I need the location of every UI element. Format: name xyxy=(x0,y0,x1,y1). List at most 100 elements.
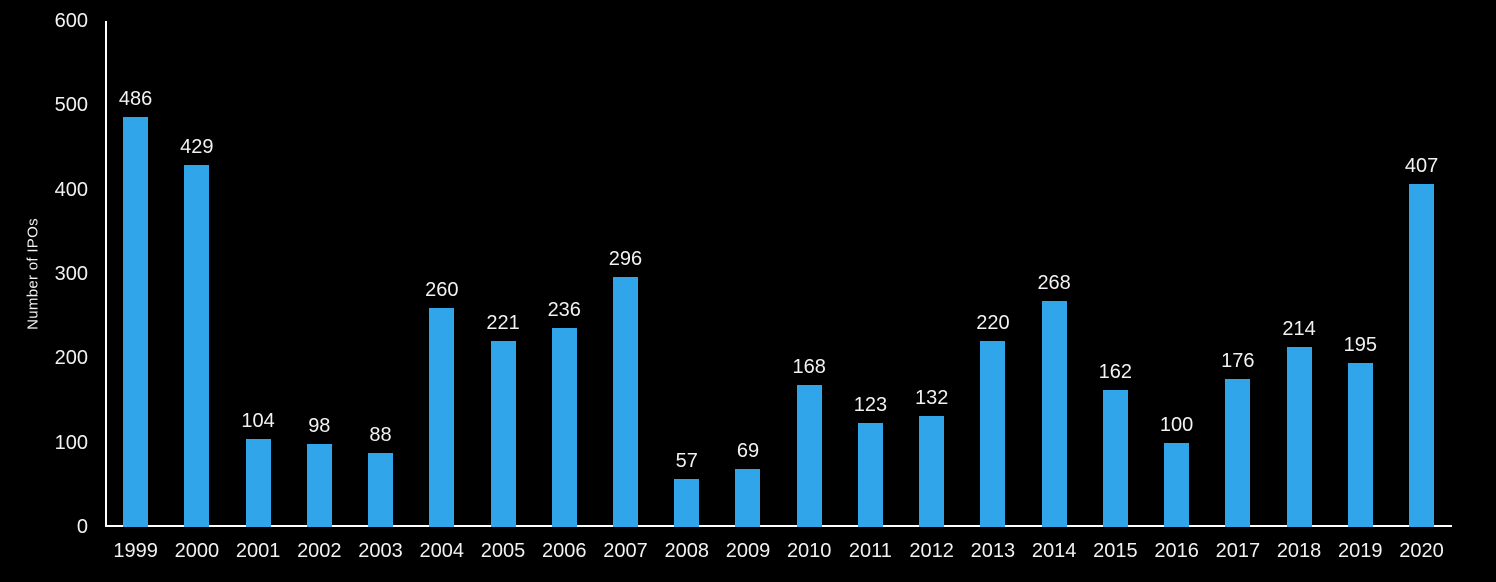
bar-slot: 429 xyxy=(166,21,227,527)
y-tick-label: 600 xyxy=(54,10,88,32)
x-tick-label: 2011 xyxy=(848,540,892,562)
x-tick-label: 2019 xyxy=(1338,540,1383,562)
bar-2004 xyxy=(429,307,455,527)
bar-2003 xyxy=(368,452,394,527)
bar-value-label: 195 xyxy=(1343,333,1377,356)
x-tick-label: 2016 xyxy=(1154,540,1199,562)
bar-value-label: 98 xyxy=(308,415,331,438)
bar-value-label: 168 xyxy=(792,356,826,379)
y-tick-label: 500 xyxy=(54,94,88,117)
bar-2011 xyxy=(857,423,883,527)
bar-slot: 407 xyxy=(1391,21,1452,527)
bar-2005 xyxy=(490,340,516,527)
bar-slot: 221 xyxy=(472,21,533,527)
bar-slot: 98 xyxy=(289,21,350,527)
bar-slot: 486 xyxy=(105,21,166,527)
bar-2016 xyxy=(1164,442,1190,527)
y-tick-label: 200 xyxy=(54,347,88,370)
bar-value-label: 69 xyxy=(736,439,760,462)
bar-slot: 100 xyxy=(1146,21,1207,527)
bar-2019 xyxy=(1347,362,1373,527)
x-axis-labels: 1999 2000 2001 2002 2003 2004 2005 2006 2007 2008… xyxy=(105,537,1452,565)
bar-2018 xyxy=(1286,346,1312,527)
bar-value-label: 268 xyxy=(1037,272,1071,294)
bar-2020 xyxy=(1409,183,1435,527)
bar-value-label: 57 xyxy=(675,449,698,472)
bar-2001 xyxy=(245,439,271,527)
bar-slot: 168 xyxy=(779,21,840,527)
bar-2015 xyxy=(1102,390,1128,527)
x-tick-label: 2020 xyxy=(1399,540,1444,562)
bar-2017 xyxy=(1225,378,1251,527)
bar-slot: 236 xyxy=(534,21,595,527)
bar-value-label: 176 xyxy=(1221,349,1255,372)
bar-2007 xyxy=(612,277,638,527)
x-tick-label: 2007 xyxy=(603,540,648,562)
y-tick-label: 0 xyxy=(76,516,88,538)
x-tick-label: 2004 xyxy=(419,540,465,562)
bar-slot: 176 xyxy=(1207,21,1268,527)
x-axis-line xyxy=(105,525,1452,527)
bar-2002 xyxy=(306,444,332,527)
x-tick-label: 2015 xyxy=(1093,540,1138,562)
x-tick-label: 2012 xyxy=(909,540,954,562)
x-tick-label: 2009 xyxy=(725,540,771,562)
bar-value-label: 214 xyxy=(1282,317,1316,340)
y-tick-label: 400 xyxy=(54,178,88,201)
bar-value-label: 220 xyxy=(976,312,1010,335)
bar-value-label: 123 xyxy=(853,394,888,417)
bar-slot: 88 xyxy=(350,21,411,527)
bar-slot: 162 xyxy=(1085,21,1146,527)
bar-2013 xyxy=(980,341,1006,527)
x-tick-label: 2013 xyxy=(970,540,1016,562)
bars-container: 486 429 104 98 88 260 221 236 296 57 69 168 123 132 22… xyxy=(105,21,1452,527)
x-tick-label: 2000 xyxy=(174,540,220,562)
x-tick-label: 2005 xyxy=(480,540,526,562)
x-tick-label: 2010 xyxy=(786,540,832,562)
bar-slot: 296 xyxy=(595,21,656,527)
bar-slot: 104 xyxy=(227,21,288,527)
bar-value-label: 100 xyxy=(1159,413,1194,436)
plot-area: 486 429 104 98 88 260 221 236 296 57 69 168 123 132 22… xyxy=(105,21,1452,527)
bar-2012 xyxy=(919,415,945,527)
bar-value-label: 236 xyxy=(547,298,581,321)
bar-slot: 214 xyxy=(1268,21,1329,527)
bar-slot: 195 xyxy=(1330,21,1391,527)
x-tick-label: 2003 xyxy=(358,540,403,562)
bar-value-label: 486 xyxy=(118,88,153,111)
x-tick-label: 2006 xyxy=(542,540,587,562)
bar-2000 xyxy=(184,165,210,527)
x-tick-label: 2017 xyxy=(1215,540,1261,562)
bar-2006 xyxy=(551,327,577,527)
bar-slot: 268 xyxy=(1024,21,1085,527)
bar-slot: 123 xyxy=(840,21,901,527)
bar-2010 xyxy=(796,385,822,527)
bar-value-label: 260 xyxy=(425,278,459,301)
bar-value-label: 132 xyxy=(914,386,949,409)
bar-slot: 69 xyxy=(717,21,778,527)
x-tick-label: 1999 xyxy=(113,540,158,562)
bar-slot: 57 xyxy=(656,21,717,527)
bar-slot: 132 xyxy=(901,21,962,527)
x-tick-label: 2014 xyxy=(1031,540,1077,562)
x-tick-label: 2001 xyxy=(235,540,281,562)
bar-2014 xyxy=(1041,301,1067,527)
bar-value-label: 221 xyxy=(486,311,520,334)
x-tick-label: 2008 xyxy=(664,540,709,562)
bar-slot: 220 xyxy=(962,21,1023,527)
bar-1999 xyxy=(123,117,149,527)
bar-value-label: 162 xyxy=(1098,361,1133,384)
y-axis-ticks: 0 100 200 300 400 500 600 xyxy=(0,10,88,538)
x-tick-label: 2002 xyxy=(297,540,342,562)
bar-value-label: 296 xyxy=(608,248,643,271)
bar-value-label: 429 xyxy=(180,136,214,159)
y-tick-label: 100 xyxy=(54,431,88,454)
x-tick-label: 2018 xyxy=(1276,540,1322,562)
y-tick-label: 300 xyxy=(54,263,88,285)
bar-2008 xyxy=(674,478,700,527)
bar-value-label: 88 xyxy=(369,423,392,446)
bar-slot: 260 xyxy=(411,21,472,527)
bar-value-label: 407 xyxy=(1404,154,1439,177)
y-axis-line xyxy=(105,21,107,527)
